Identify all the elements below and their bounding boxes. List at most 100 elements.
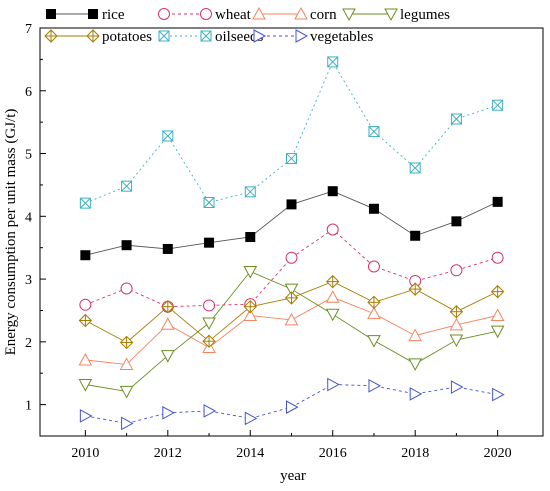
data-point-corn: [160, 317, 175, 330]
y-tick-label: 4: [25, 210, 32, 225]
data-point-wheat: [367, 260, 380, 273]
data-point-corn: [78, 353, 93, 366]
legend-marker-potatoes: [44, 29, 58, 43]
data-point-potatoes: [284, 291, 299, 305]
data-point-rice: [245, 232, 256, 243]
data-point-wheat: [326, 223, 339, 236]
series-potatoes: [78, 274, 505, 350]
data-point-corn: [325, 290, 340, 303]
data-point-wheat: [203, 299, 216, 312]
data-point-vegetables: [409, 387, 423, 401]
legend-marker-rice: [88, 9, 98, 19]
y-tick-label: 2: [25, 336, 32, 351]
data-point-corn: [119, 357, 134, 370]
x-tick-label: 2010: [71, 446, 99, 461]
data-point-rice: [492, 196, 503, 207]
data-point-vegetables: [244, 411, 258, 426]
data-point-oilseeds: [79, 197, 91, 209]
series-oilseeds: [79, 56, 504, 209]
data-point-oilseeds: [409, 162, 421, 174]
data-point-legumes: [408, 358, 423, 371]
data-point-legumes: [243, 266, 258, 279]
y-axis: 1 2 3 4 5 6 7: [25, 22, 46, 414]
series-wheat: [79, 223, 504, 313]
legend-label: wheat: [215, 7, 252, 23]
y-tick-label: 6: [25, 85, 32, 100]
data-point-rice: [327, 186, 338, 197]
data-point-vegetables: [121, 416, 134, 431]
legend-marker-oilseeds: [158, 30, 170, 42]
y-axis-title: Energy consumption per unit mass (GJ/t): [3, 109, 19, 356]
data-point-oilseeds: [492, 99, 504, 111]
data-point-legumes: [284, 283, 299, 297]
legend-label: oilseeds: [215, 29, 263, 45]
data-point-rice: [451, 216, 462, 227]
data-point-rice: [410, 230, 421, 241]
series-legumes: [78, 266, 505, 399]
legend-marker-vegetables: [295, 29, 309, 43]
data-point-vegetables: [286, 400, 299, 414]
data-point-vegetables: [450, 380, 464, 394]
x-tick-label: 2016: [319, 446, 347, 461]
data-point-corn: [449, 317, 464, 331]
data-point-potatoes: [161, 299, 175, 314]
data-point-corn: [367, 306, 381, 320]
data-point-potatoes: [119, 335, 134, 350]
data-point-potatoes: [408, 282, 422, 296]
x-tick-label: 2012: [154, 446, 182, 461]
data-point-oilseeds: [368, 126, 380, 138]
data-point-wheat: [120, 282, 133, 295]
x-tick-label: 2020: [484, 446, 512, 461]
data-point-rice: [80, 250, 91, 261]
data-point-oilseeds: [327, 56, 339, 68]
y-tick-label: 3: [25, 273, 32, 288]
series-line-corn: [85, 296, 498, 365]
data-point-vegetables: [162, 405, 175, 420]
data-point-corn: [284, 312, 299, 326]
data-point-corn: [408, 328, 423, 342]
data-point-legumes: [119, 385, 134, 399]
data-point-wheat: [491, 251, 504, 264]
legend-marker-legumes: [384, 8, 398, 22]
data-point-potatoes: [326, 274, 340, 289]
data-point-wheat: [450, 264, 463, 277]
data-point-rice: [162, 243, 173, 254]
legend: rice wheat corn legumes potatoes oilseeds vege…: [44, 6, 450, 45]
data-point-legumes: [367, 335, 381, 348]
data-point-vegetables: [368, 378, 382, 393]
data-point-potatoes: [490, 284, 505, 299]
data-point-rice: [286, 199, 297, 210]
data-point-vegetables: [492, 387, 505, 402]
plot-frame: [39, 27, 544, 437]
data-point-oilseeds: [244, 186, 256, 198]
legend-marker-wheat: [200, 8, 212, 20]
series-layer: [78, 56, 505, 431]
data-point-rice: [204, 237, 215, 248]
data-point-oilseeds: [286, 153, 297, 165]
data-point-corn: [490, 308, 505, 321]
data-point-potatoes: [367, 295, 381, 310]
legend-item-wheat: wheat: [158, 7, 252, 23]
data-point-potatoes: [243, 299, 257, 314]
data-point-rice: [121, 240, 132, 251]
x-axis: 2010 2012 2014 2016 2018 2020: [71, 430, 512, 461]
legend-marker-corn: [252, 6, 266, 20]
data-point-corn: [243, 308, 258, 321]
data-point-potatoes: [78, 313, 93, 328]
data-point-oilseeds: [121, 180, 133, 192]
legend-marker-wheat: [158, 8, 170, 20]
data-point-oilseeds: [162, 130, 174, 142]
y-tick-label: 7: [25, 22, 32, 37]
legend-marker-legumes: [342, 8, 356, 22]
data-point-vegetables: [203, 404, 217, 418]
y-tick-label: 1: [25, 399, 32, 414]
data-point-vegetables: [79, 409, 93, 423]
series-rice: [80, 186, 503, 261]
legend-item-vegetables: vegetables: [253, 29, 373, 45]
legend-marker-vegetables: [253, 29, 267, 43]
data-point-legumes: [490, 325, 505, 339]
y-tick-label: 5: [25, 148, 32, 163]
legend-label: corn: [310, 7, 337, 23]
legend-item-oilseeds: oilseeds: [158, 29, 263, 45]
x-tick-label: 2018: [401, 446, 429, 461]
